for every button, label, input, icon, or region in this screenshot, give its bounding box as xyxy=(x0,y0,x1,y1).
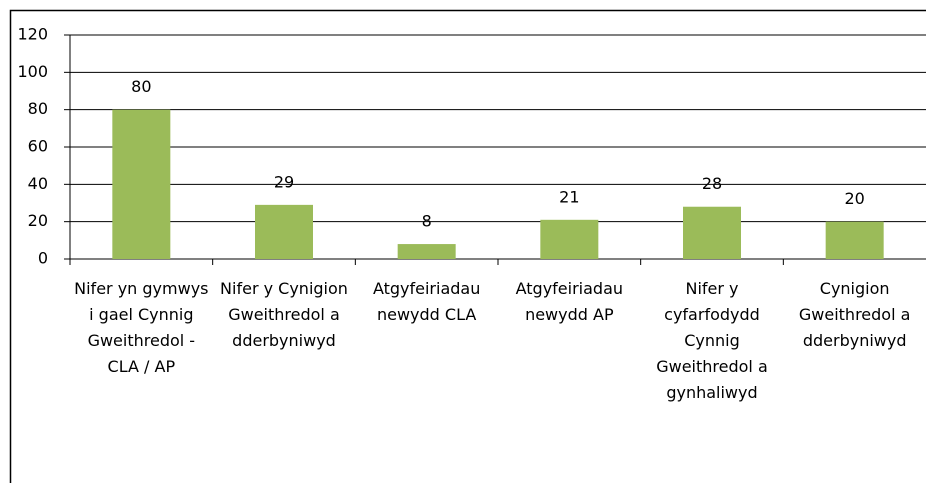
bar xyxy=(683,206,741,259)
x-tick-label: Cynigion Gweithredol a dderbyniwyd xyxy=(798,279,911,350)
bar xyxy=(397,244,456,259)
data-label: 8 xyxy=(422,212,432,231)
x-tick-label: Atgyfeiriadau newydd CLA xyxy=(372,279,481,324)
bar xyxy=(255,204,313,259)
y-tick-label: 40 xyxy=(28,174,48,193)
data-label: 28 xyxy=(702,174,722,193)
data-label: 20 xyxy=(844,189,864,208)
x-tick-label: Atgyfeiriadau newydd AP xyxy=(515,279,624,324)
data-label: 29 xyxy=(274,172,294,191)
x-tick-label: Nifer yn gymwys i gael Cynnig Gweithredo… xyxy=(74,279,209,376)
y-tick-label: 80 xyxy=(28,99,48,118)
y-tick-label: 60 xyxy=(28,137,48,156)
data-label: 21 xyxy=(559,187,579,206)
y-tick-label: 120 xyxy=(17,25,48,44)
data-label: 80 xyxy=(131,77,151,96)
bar xyxy=(112,109,171,260)
y-tick-label: 0 xyxy=(38,249,48,268)
x-tick-label: Nifer y Cynigion Gweithredol a dderbyniw… xyxy=(220,279,348,350)
y-tick-label: 20 xyxy=(28,211,48,230)
chart-border xyxy=(9,9,926,483)
y-tick-label: 100 xyxy=(17,62,48,81)
bar xyxy=(540,219,599,259)
x-tick-label: Nifer y cyfarfodydd Cynnig Gweithredol a… xyxy=(656,279,768,402)
bar xyxy=(825,221,884,259)
